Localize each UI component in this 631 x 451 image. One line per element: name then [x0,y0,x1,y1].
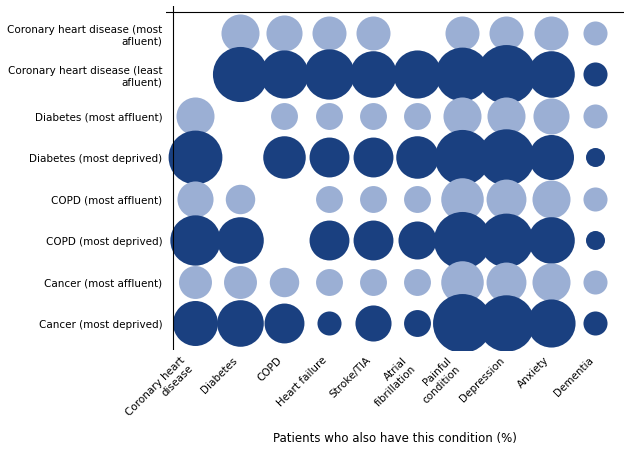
Point [235,196,245,203]
Point [457,320,467,327]
Point [546,196,556,203]
Point [324,320,334,327]
Point [413,154,423,161]
Point [368,237,378,244]
Point [501,113,511,120]
Point [546,237,556,244]
Point [501,279,511,286]
Point [546,154,556,161]
Point [324,113,334,120]
Point [235,320,245,327]
Point [368,154,378,161]
Point [590,279,600,286]
Point [279,154,289,161]
Point [324,237,334,244]
Point [190,279,200,286]
Point [457,30,467,37]
Point [457,196,467,203]
Point [190,320,200,327]
X-axis label: Patients who also have this condition (%): Patients who also have this condition (%… [273,431,517,444]
Point [190,154,200,161]
Point [501,196,511,203]
Point [235,237,245,244]
Point [279,72,289,79]
Point [190,196,200,203]
Point [501,72,511,79]
Point [324,279,334,286]
Point [190,237,200,244]
Point [590,320,600,327]
Point [368,320,378,327]
Point [368,196,378,203]
Point [413,196,423,203]
Point [413,279,423,286]
Point [457,154,467,161]
Point [368,72,378,79]
Point [546,113,556,120]
Point [235,279,245,286]
Point [546,279,556,286]
Point [590,72,600,79]
Point [413,320,423,327]
Point [324,196,334,203]
Point [279,30,289,37]
Point [368,279,378,286]
Point [368,113,378,120]
Point [279,320,289,327]
Point [546,320,556,327]
Point [501,30,511,37]
Point [501,320,511,327]
Point [590,113,600,120]
Point [279,279,289,286]
Point [457,113,467,120]
Point [235,72,245,79]
Point [546,30,556,37]
Point [457,279,467,286]
Point [590,154,600,161]
Point [590,196,600,203]
Point [235,30,245,37]
Point [457,237,467,244]
Point [590,30,600,37]
Point [457,72,467,79]
Point [413,237,423,244]
Point [279,113,289,120]
Point [324,154,334,161]
Point [324,72,334,79]
Point [190,113,200,120]
Point [368,30,378,37]
Point [324,30,334,37]
Point [590,237,600,244]
Point [413,113,423,120]
Point [413,72,423,79]
Point [501,237,511,244]
Point [501,154,511,161]
Point [546,72,556,79]
